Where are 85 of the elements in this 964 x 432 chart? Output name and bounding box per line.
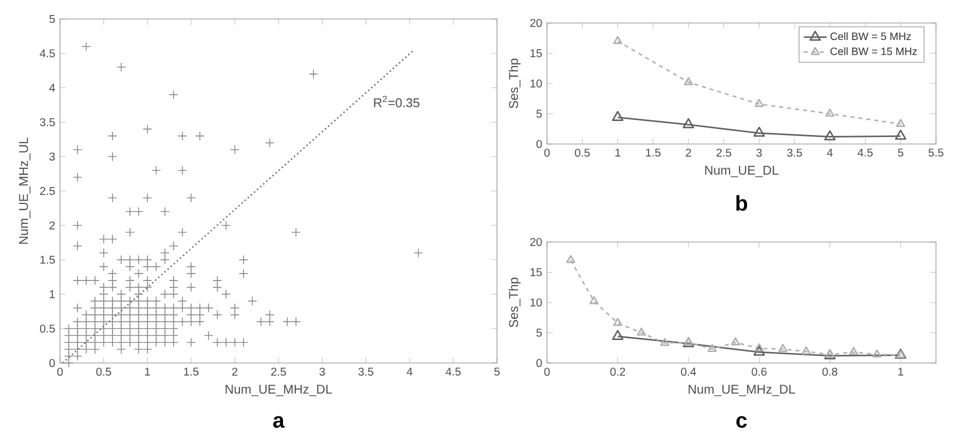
y-tick-label: 10 <box>530 298 542 306</box>
x-tick-label: 4.5 <box>446 368 461 376</box>
point <box>754 98 764 107</box>
x-tick-label: 0 <box>544 368 550 376</box>
point <box>636 328 646 336</box>
x-tick-label: 2.5 <box>271 368 286 376</box>
x-tick-label: 1 <box>898 368 904 376</box>
point <box>754 343 764 352</box>
x-axis-title: Num_UE_DL <box>705 166 778 178</box>
y-tick-label: 4 <box>49 84 55 92</box>
x-axis-title: Num_UE_MHz_DL <box>688 384 795 396</box>
point <box>753 346 765 356</box>
y-tick-label: 1.5 <box>40 256 55 264</box>
x-tick-label: 0.5 <box>574 148 590 157</box>
x-tick-label: 5 <box>494 368 500 376</box>
x-tick-label: 0.5 <box>96 368 112 376</box>
x-tick-label: 5 <box>898 148 904 157</box>
y-tick-label: 5 <box>536 110 542 118</box>
y-tick-label: 0 <box>49 358 55 367</box>
y-tick-label: 20 <box>530 238 542 246</box>
x-tick-label: 1.5 <box>646 148 660 157</box>
x-tick-label: 5.5 <box>928 148 944 157</box>
point <box>894 130 906 140</box>
point <box>825 108 834 117</box>
y-tick-label: 0 <box>536 358 542 367</box>
legend-label: Cell BW = 15 MHz <box>830 47 917 56</box>
point <box>612 330 624 340</box>
point <box>708 344 717 352</box>
x-tick-label: 0 <box>544 148 550 157</box>
point <box>682 118 694 128</box>
y-tick-label: 10 <box>530 79 542 88</box>
x-tick-label: 2 <box>686 148 692 157</box>
y-axis-title: Ses_Thp <box>508 278 521 328</box>
x-tick-label: 0.2 <box>610 368 626 376</box>
point <box>824 130 836 140</box>
point <box>566 255 576 264</box>
y-tick-label: 2.5 <box>40 186 55 195</box>
point <box>802 346 811 354</box>
y-tick-label: 2 <box>50 221 55 230</box>
point <box>612 110 624 121</box>
point <box>660 338 670 346</box>
x-tick-label: 1 <box>615 148 620 156</box>
y-tick-label: 5 <box>536 328 542 337</box>
x-tick-label: 3.5 <box>358 368 374 376</box>
text: a <box>273 416 285 428</box>
point <box>778 344 788 352</box>
point <box>849 346 858 356</box>
x-tick-label: 4.5 <box>858 148 873 157</box>
y-tick-label: 0.5 <box>40 324 55 333</box>
y-tick-label: 20 <box>530 18 542 27</box>
y-tick-label: 0 <box>536 140 542 148</box>
annotation: R$^{2}$=0.35 <box>374 96 420 108</box>
x-tick-label: 0.6 <box>752 368 767 376</box>
x-tick-label: 1 <box>145 368 150 376</box>
x-tick-label: 4 <box>406 368 412 376</box>
point <box>613 36 622 44</box>
y-axis-title: Ses_Thp <box>508 58 521 108</box>
y-tick-label: 4.5 <box>40 49 55 58</box>
y-tick-label: 15 <box>530 49 542 58</box>
x-tick-label: 2 <box>232 368 238 376</box>
x-tick-label: 2.5 <box>716 148 732 157</box>
x-tick-label: 3 <box>319 368 325 376</box>
point <box>753 126 765 137</box>
x-tick-label: 4 <box>827 148 833 156</box>
point <box>730 337 740 346</box>
text: b <box>736 195 748 211</box>
legend-label: Cell BW = 5 MHz <box>830 32 911 40</box>
x-tick-label: 0.8 <box>822 368 838 376</box>
y-tick-label: 3.5 <box>40 118 55 126</box>
text: c <box>736 416 747 428</box>
point <box>872 349 882 358</box>
x-tick-label: 3 <box>756 148 762 157</box>
point <box>589 296 599 304</box>
x-tick-label: 1.5 <box>184 368 199 376</box>
y-tick-label: 15 <box>530 268 542 276</box>
y-axis-title: Num_UE_MHz_UL <box>19 138 30 244</box>
point <box>613 318 622 326</box>
x-axis-title: Num_UE_MHz_DL <box>226 384 332 396</box>
x-tick-label: 3.5 <box>787 148 802 157</box>
x-tick-label: 0.4 <box>681 368 696 376</box>
point <box>896 118 906 127</box>
x-tick-label: 0 <box>57 368 63 376</box>
y-tick-label: 5 <box>49 15 55 23</box>
y-tick-label: 1 <box>50 290 55 298</box>
point <box>684 77 693 86</box>
